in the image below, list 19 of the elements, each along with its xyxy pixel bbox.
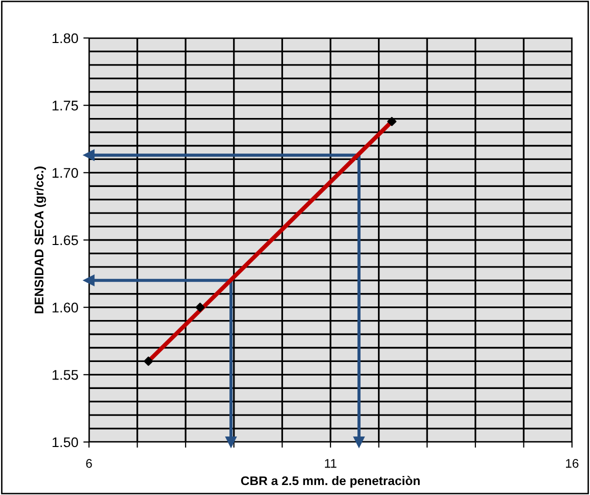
x-axis-title: CBR a 2.5 mm. de penetraciòn: [241, 476, 420, 488]
y-tick-label: 1.55: [52, 370, 78, 380]
point: [387, 116, 396, 126]
y-tick-label: 1.65: [52, 235, 78, 246]
point: [225, 436, 237, 448]
x-tick-label: 16: [566, 458, 578, 468]
point: [144, 356, 154, 366]
y-tick-label: 1.60: [52, 302, 78, 313]
x-tick-label: 6: [86, 458, 92, 468]
y-tick-label: 1.50: [52, 437, 78, 448]
point: [83, 150, 95, 161]
y-axis-title: DENSIDAD SECA (gr/cc.): [34, 166, 46, 314]
y-tick-label: 1.75: [52, 100, 78, 111]
point: [83, 274, 95, 286]
point: [195, 302, 205, 312]
point: [353, 436, 365, 448]
y-tick-label: 1.70: [52, 168, 78, 178]
x-tick-label: 11: [324, 459, 336, 468]
y-tick-label: 1.80: [52, 33, 78, 44]
